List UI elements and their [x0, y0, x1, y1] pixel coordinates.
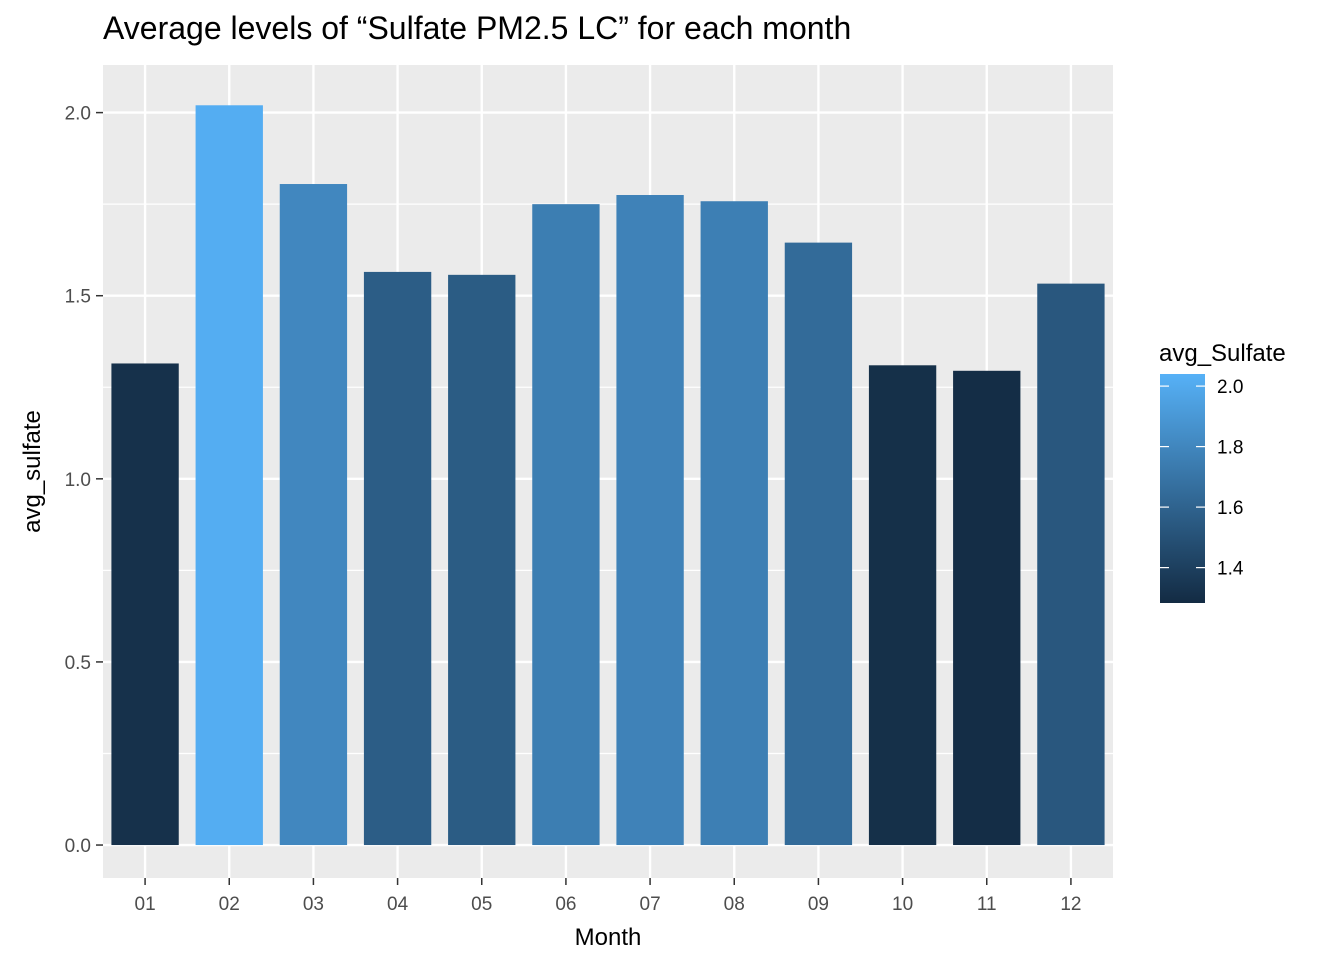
x-tick-label: 01 — [135, 894, 156, 915]
bar-08 — [700, 201, 768, 846]
legend-title: avg_Sulfate — [1159, 340, 1286, 367]
x-tick-label: 11 — [977, 894, 997, 915]
x-tick-label: 02 — [219, 894, 240, 915]
bar-05 — [448, 274, 516, 846]
x-tick-label: 09 — [808, 894, 829, 915]
bar-02 — [195, 105, 263, 846]
bars — [111, 105, 1105, 846]
x-axis: 01 02 03 04 05 06 07 08 09 10 11 12 — [135, 878, 1081, 915]
x-tick-label: 05 — [471, 894, 492, 915]
bar-07 — [616, 195, 684, 846]
bar-11 — [953, 370, 1021, 846]
y-tick-label: 2.0 — [65, 104, 91, 125]
y-tick-label: 1.5 — [65, 287, 91, 308]
x-axis-title: Month — [575, 924, 642, 951]
y-axis: 0.0 0.5 1.0 1.5 2.0 — [65, 104, 103, 857]
legend-tick-label: 1.8 — [1217, 438, 1243, 459]
legend-tick-label: 1.6 — [1217, 498, 1243, 519]
x-tick-label: 10 — [892, 894, 913, 915]
bar-12 — [1037, 283, 1105, 846]
x-tick-label: 07 — [640, 894, 661, 915]
y-axis-title: avg_sulfate — [19, 410, 46, 533]
legend: avg_Sulfate 1.4 1.6 1.8 2.0 — [1159, 340, 1286, 603]
plot-panel — [103, 65, 1113, 878]
bar-10 — [868, 365, 937, 846]
bar-03 — [279, 184, 348, 846]
bar-06 — [532, 204, 600, 846]
legend-ticks: 1.4 1.6 1.8 2.0 — [1160, 377, 1244, 580]
legend-tick-label: 1.4 — [1217, 559, 1244, 580]
x-tick-label: 03 — [303, 894, 324, 915]
x-tick-label: 08 — [724, 894, 745, 915]
y-tick-label: 1.0 — [65, 470, 91, 491]
bar-01 — [111, 363, 179, 846]
legend-tick-label: 2.0 — [1217, 377, 1243, 398]
bar-09 — [784, 242, 853, 846]
y-tick-label: 0.0 — [65, 836, 91, 857]
y-tick-label: 0.5 — [65, 653, 91, 674]
minor-gridlines — [103, 203, 1113, 755]
legend-colorbar — [1160, 374, 1205, 603]
x-tick-label: 12 — [1060, 894, 1081, 915]
x-tick-label: 04 — [387, 894, 409, 915]
bar-04 — [363, 271, 432, 846]
x-tick-label: 06 — [555, 894, 576, 915]
chart-title: Average levels of “Sulfate PM2.5 LC” for… — [103, 10, 851, 46]
